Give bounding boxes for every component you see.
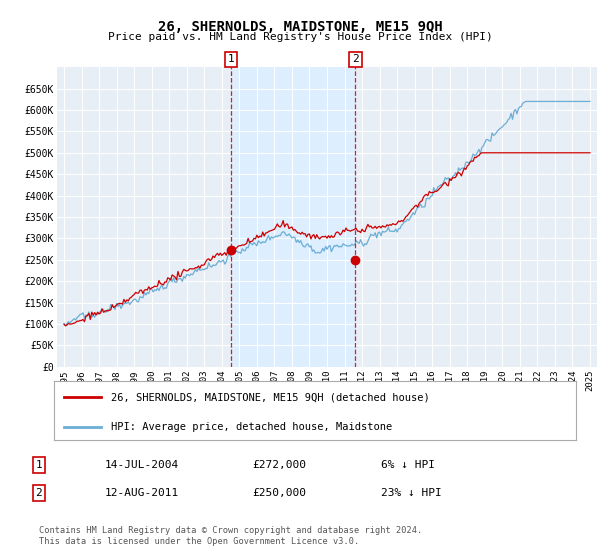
Text: 2: 2 <box>352 54 359 64</box>
Bar <box>231 67 355 367</box>
Text: Price paid vs. HM Land Registry's House Price Index (HPI): Price paid vs. HM Land Registry's House … <box>107 32 493 43</box>
Text: HPI: Average price, detached house, Maidstone: HPI: Average price, detached house, Maid… <box>112 422 392 432</box>
Text: 23% ↓ HPI: 23% ↓ HPI <box>381 488 442 498</box>
Text: 26, SHERNOLDS, MAIDSTONE, ME15 9QH (detached house): 26, SHERNOLDS, MAIDSTONE, ME15 9QH (deta… <box>112 392 430 402</box>
Text: 1: 1 <box>228 54 235 64</box>
Text: £272,000: £272,000 <box>252 460 306 470</box>
Text: 6% ↓ HPI: 6% ↓ HPI <box>381 460 435 470</box>
Text: £250,000: £250,000 <box>252 488 306 498</box>
Text: 26, SHERNOLDS, MAIDSTONE, ME15 9QH: 26, SHERNOLDS, MAIDSTONE, ME15 9QH <box>158 20 442 34</box>
Text: 14-JUL-2004: 14-JUL-2004 <box>105 460 179 470</box>
Text: 1: 1 <box>35 460 43 470</box>
Text: Contains HM Land Registry data © Crown copyright and database right 2024.
This d: Contains HM Land Registry data © Crown c… <box>39 526 422 546</box>
Text: 2: 2 <box>35 488 43 498</box>
Text: 12-AUG-2011: 12-AUG-2011 <box>105 488 179 498</box>
